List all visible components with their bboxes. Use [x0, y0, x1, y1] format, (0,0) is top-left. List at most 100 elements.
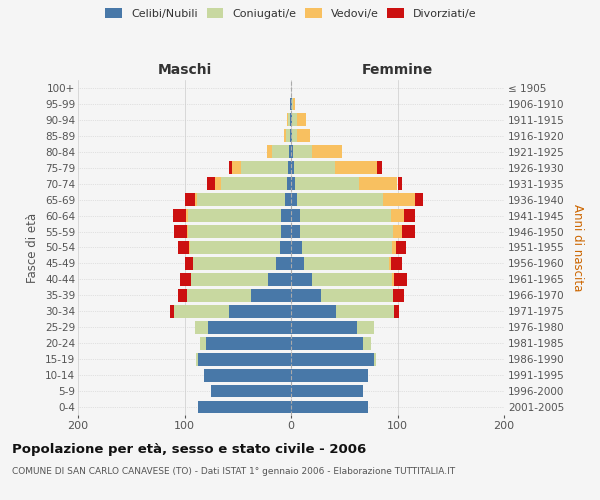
Bar	[188, 225, 281, 238]
Bar	[298, 130, 310, 142]
Bar	[284, 194, 291, 206]
Bar	[321, 289, 393, 302]
Bar	[292, 98, 293, 110]
Bar	[291, 321, 357, 334]
Bar	[290, 130, 291, 142]
Bar	[313, 146, 342, 158]
Bar	[276, 257, 291, 270]
Bar	[290, 114, 291, 126]
Bar	[232, 162, 241, 174]
Bar	[287, 178, 291, 190]
Bar	[281, 225, 291, 238]
Bar	[291, 400, 368, 413]
Bar	[359, 178, 398, 190]
Bar	[357, 321, 374, 334]
Bar	[185, 257, 193, 270]
Bar	[299, 209, 391, 222]
Bar	[206, 337, 291, 349]
Bar	[298, 114, 306, 126]
Bar	[291, 241, 302, 254]
Bar	[174, 305, 229, 318]
Bar	[178, 241, 189, 254]
Bar	[241, 162, 288, 174]
Bar	[383, 194, 415, 206]
Bar	[190, 241, 280, 254]
Bar	[364, 337, 371, 349]
Bar	[402, 225, 415, 238]
Bar	[211, 384, 291, 398]
Bar	[392, 241, 397, 254]
Bar	[392, 273, 394, 286]
Bar	[187, 289, 251, 302]
Bar	[284, 130, 286, 142]
Bar	[393, 289, 404, 302]
Bar	[291, 178, 295, 190]
Text: Maschi: Maschi	[157, 63, 212, 77]
Bar	[291, 225, 299, 238]
Bar	[189, 241, 190, 254]
Bar	[292, 114, 298, 126]
Bar	[291, 146, 293, 158]
Bar	[229, 162, 232, 174]
Bar	[203, 368, 291, 382]
Bar	[291, 130, 292, 142]
Bar	[291, 273, 313, 286]
Bar	[293, 146, 313, 158]
Bar	[295, 178, 359, 190]
Bar	[174, 225, 187, 238]
Bar	[291, 337, 364, 349]
Text: Femmine: Femmine	[362, 63, 433, 77]
Bar	[188, 209, 281, 222]
Bar	[291, 289, 321, 302]
Bar	[291, 257, 304, 270]
Bar	[251, 289, 291, 302]
Bar	[336, 305, 394, 318]
Bar	[292, 130, 298, 142]
Bar	[397, 241, 406, 254]
Bar	[293, 98, 295, 110]
Bar	[199, 400, 291, 413]
Y-axis label: Fasce di età: Fasce di età	[26, 212, 40, 282]
Bar	[266, 146, 272, 158]
Bar	[288, 162, 291, 174]
Bar	[287, 114, 288, 126]
Bar	[391, 209, 404, 222]
Bar	[187, 225, 188, 238]
Bar	[313, 273, 392, 286]
Bar	[185, 209, 188, 222]
Bar	[173, 209, 185, 222]
Bar	[215, 178, 221, 190]
Bar	[191, 273, 268, 286]
Legend: Celibi/Nubili, Coniugati/e, Vedovi/e, Divorziati/e: Celibi/Nubili, Coniugati/e, Vedovi/e, Di…	[106, 8, 476, 19]
Bar	[272, 146, 289, 158]
Bar	[391, 257, 402, 270]
Bar	[304, 257, 389, 270]
Bar	[268, 273, 291, 286]
Bar	[291, 384, 364, 398]
Bar	[291, 162, 294, 174]
Bar	[208, 321, 291, 334]
Bar	[398, 178, 402, 190]
Bar	[291, 98, 292, 110]
Bar	[394, 305, 398, 318]
Text: COMUNE DI SAN CARLO CANAVESE (TO) - Dati ISTAT 1° gennaio 2006 - Elaborazione TU: COMUNE DI SAN CARLO CANAVESE (TO) - Dati…	[12, 468, 455, 476]
Bar	[302, 241, 392, 254]
Bar	[298, 194, 383, 206]
Bar	[207, 178, 215, 190]
Bar	[281, 209, 291, 222]
Bar	[291, 114, 292, 126]
Bar	[196, 353, 199, 366]
Bar	[291, 353, 374, 366]
Bar	[299, 225, 393, 238]
Bar	[200, 337, 206, 349]
Bar	[178, 289, 187, 302]
Bar	[291, 209, 299, 222]
Bar	[294, 162, 335, 174]
Bar	[291, 194, 298, 206]
Bar	[280, 241, 291, 254]
Bar	[193, 257, 276, 270]
Bar	[389, 257, 391, 270]
Bar	[404, 209, 415, 222]
Bar	[374, 353, 376, 366]
Bar	[291, 368, 368, 382]
